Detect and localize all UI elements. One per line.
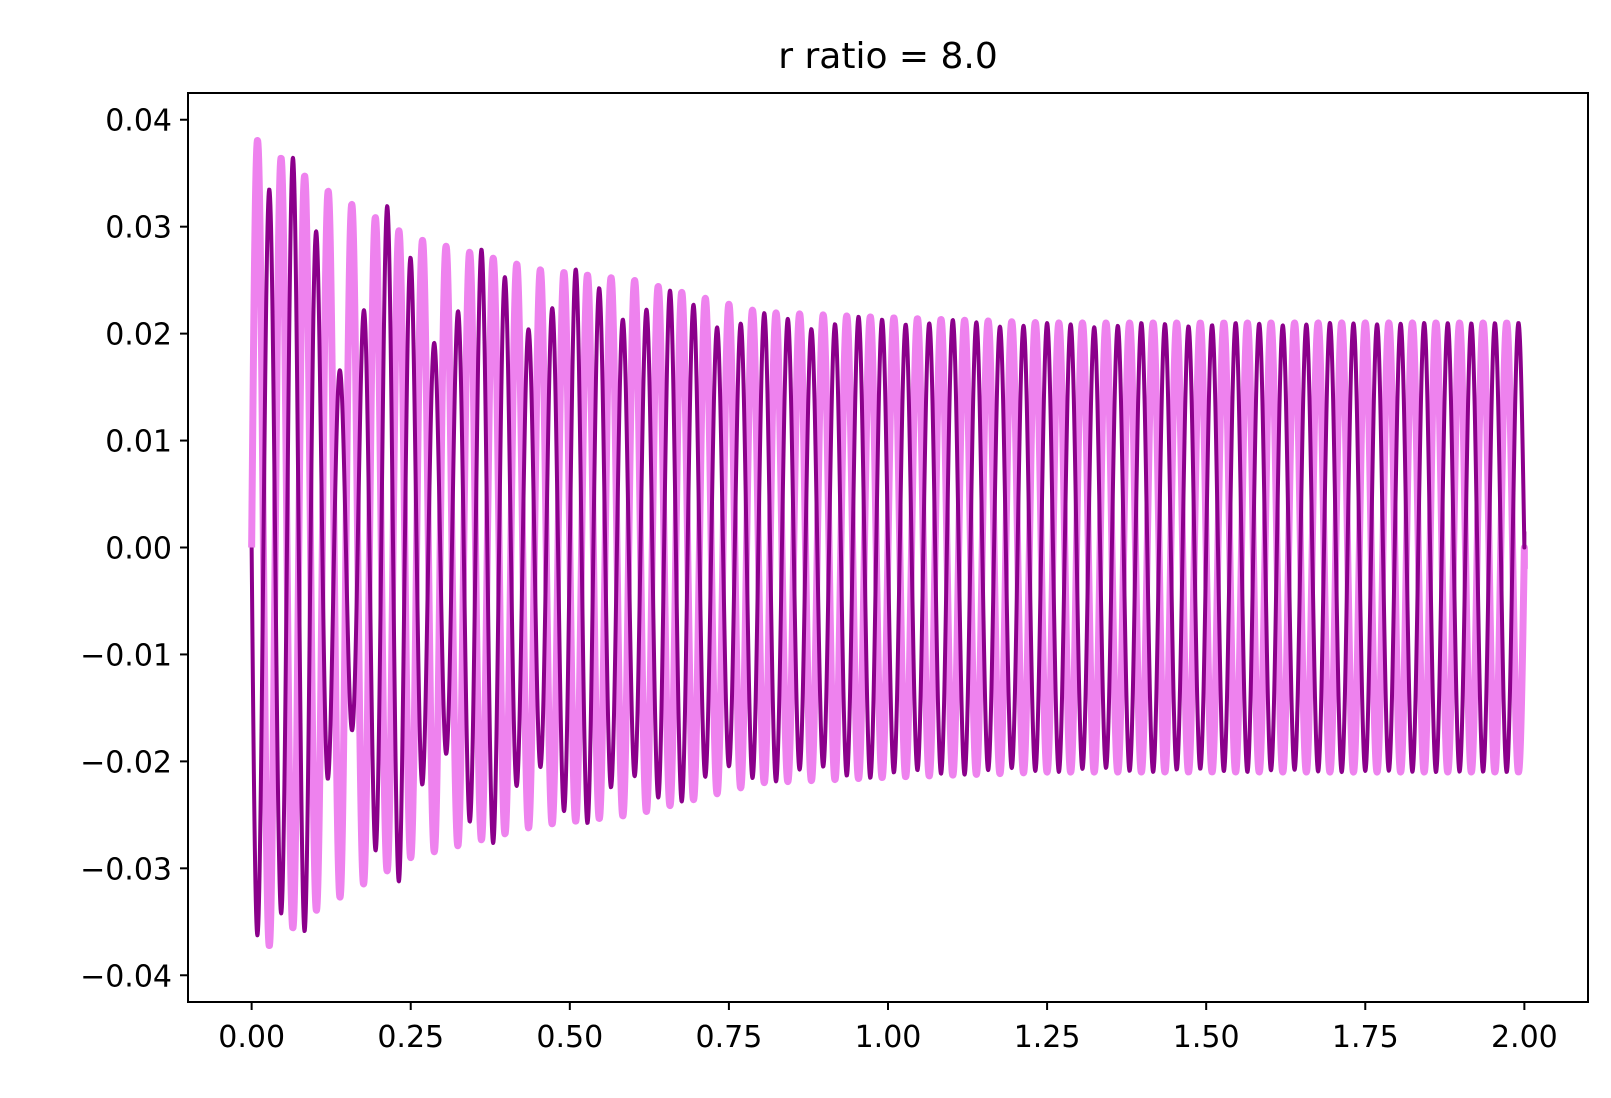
x-tick-label: 1.50	[1173, 1020, 1240, 1055]
chart-title: r ratio = 8.0	[778, 36, 998, 77]
y-tick-label: 0.00	[105, 532, 172, 567]
x-tick-label: 2.00	[1491, 1020, 1558, 1055]
x-tick-label: 0.50	[536, 1020, 603, 1055]
y-tick-label: −0.03	[80, 852, 172, 887]
y-tick-label: 0.02	[105, 318, 172, 353]
y-tick-label: −0.01	[80, 638, 172, 673]
x-tick-label: 1.00	[855, 1020, 922, 1055]
y-tick-label: 0.01	[105, 425, 172, 460]
x-tick-label: 0.25	[377, 1020, 444, 1055]
series-layer	[248, 137, 1528, 950]
x-tick-label: 0.75	[696, 1020, 763, 1055]
x-tick-label: 1.75	[1332, 1020, 1399, 1055]
y-tick-label: 0.04	[105, 104, 172, 139]
y-tick-label: 0.03	[105, 211, 172, 246]
series-line-2	[249, 155, 1527, 938]
y-tick-label: −0.04	[80, 959, 172, 994]
y-axis: 0.04 0.03 0.02 0.01 0.00 −0.01 −0.02 −0.03 −0.04	[80, 104, 188, 994]
x-axis: 0.00 0.25 0.50 0.75 1.00 1.25 1.50 1.75 2.00	[218, 1002, 1558, 1055]
y-tick-label: −0.02	[80, 745, 172, 780]
x-tick-label: 1.25	[1014, 1020, 1081, 1055]
x-tick-label: 0.00	[218, 1020, 285, 1055]
